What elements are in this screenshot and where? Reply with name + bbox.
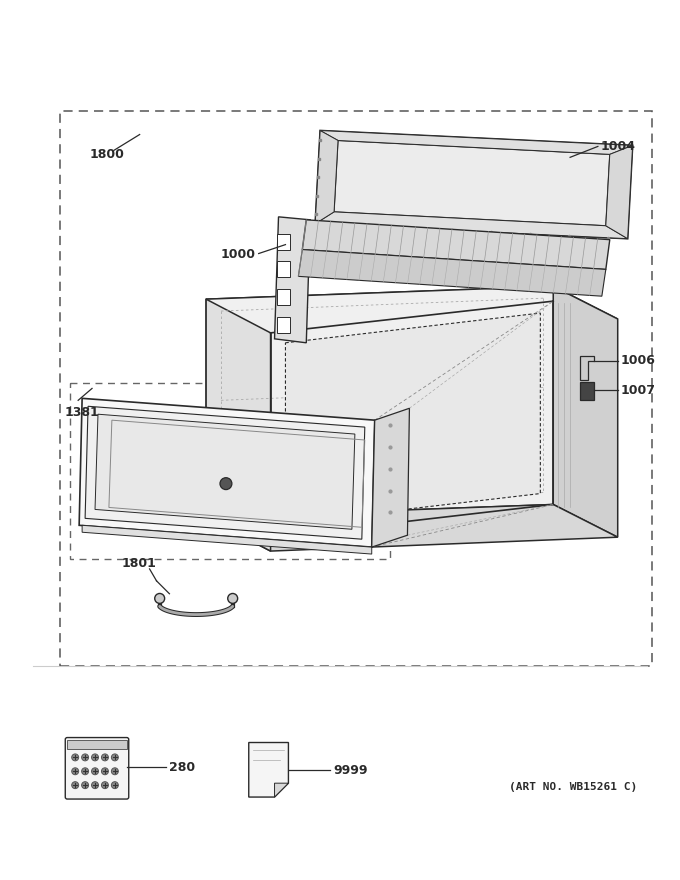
Circle shape	[92, 781, 99, 788]
Polygon shape	[206, 299, 271, 551]
Polygon shape	[606, 145, 632, 238]
Circle shape	[82, 781, 88, 788]
Text: 1381: 1381	[65, 406, 99, 419]
Polygon shape	[286, 313, 541, 524]
Text: 1801: 1801	[122, 557, 156, 570]
Circle shape	[101, 781, 108, 788]
Text: (ART NO. WB15261 C): (ART NO. WB15261 C)	[509, 782, 637, 792]
Polygon shape	[67, 739, 126, 750]
Bar	[580, 383, 594, 400]
Polygon shape	[79, 399, 375, 547]
Polygon shape	[299, 250, 606, 297]
Polygon shape	[316, 212, 628, 238]
Polygon shape	[320, 130, 632, 154]
Circle shape	[92, 754, 99, 761]
Text: 1007: 1007	[621, 384, 656, 397]
FancyBboxPatch shape	[65, 737, 129, 799]
Circle shape	[220, 478, 232, 489]
Polygon shape	[277, 261, 290, 277]
Polygon shape	[206, 504, 617, 551]
Circle shape	[71, 767, 79, 774]
Polygon shape	[206, 286, 617, 333]
Polygon shape	[95, 414, 355, 529]
Polygon shape	[275, 783, 288, 797]
Circle shape	[101, 767, 108, 774]
Text: 1004: 1004	[601, 140, 636, 153]
Text: 1000: 1000	[221, 248, 256, 261]
Polygon shape	[316, 130, 632, 238]
Polygon shape	[554, 286, 617, 537]
Text: 1800: 1800	[90, 148, 125, 161]
Polygon shape	[372, 408, 409, 547]
Circle shape	[101, 754, 108, 761]
Circle shape	[228, 593, 237, 604]
Circle shape	[92, 767, 99, 774]
Polygon shape	[277, 290, 290, 305]
Polygon shape	[580, 356, 594, 380]
Polygon shape	[277, 317, 290, 333]
Polygon shape	[275, 216, 310, 343]
Text: 9999: 9999	[333, 764, 368, 777]
Polygon shape	[206, 286, 554, 517]
Circle shape	[71, 781, 79, 788]
Polygon shape	[82, 525, 372, 554]
Polygon shape	[277, 234, 290, 250]
Text: 1006: 1006	[621, 354, 656, 367]
Circle shape	[112, 781, 118, 788]
Polygon shape	[249, 743, 288, 797]
Text: 280: 280	[169, 761, 196, 774]
Circle shape	[155, 593, 165, 604]
Polygon shape	[303, 220, 610, 269]
Circle shape	[112, 754, 118, 761]
Polygon shape	[334, 141, 610, 226]
Polygon shape	[316, 130, 338, 224]
Circle shape	[82, 767, 88, 774]
Circle shape	[71, 754, 79, 761]
Polygon shape	[85, 407, 364, 539]
Circle shape	[82, 754, 88, 761]
Circle shape	[112, 767, 118, 774]
